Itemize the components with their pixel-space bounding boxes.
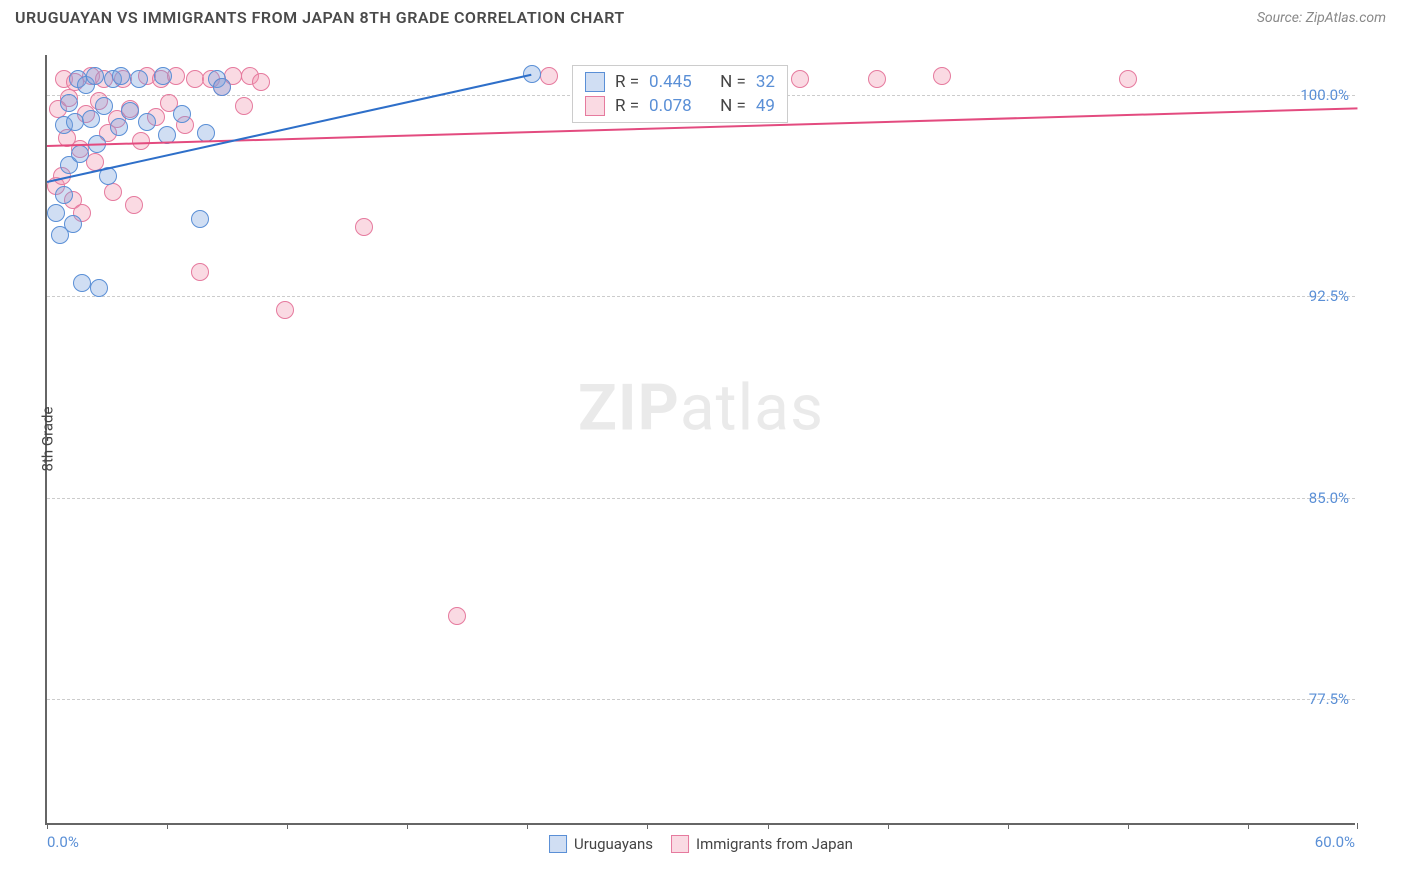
data-point: [47, 204, 65, 222]
header: URUGUAYAN VS IMMIGRANTS FROM JAPAN 8TH G…: [0, 0, 1406, 35]
watermark: ZIPatlas: [578, 371, 824, 446]
data-point: [173, 105, 191, 123]
data-point: [138, 113, 156, 131]
chart-title: URUGUAYAN VS IMMIGRANTS FROM JAPAN 8TH G…: [15, 8, 625, 27]
data-point: [55, 186, 73, 204]
data-point: [355, 218, 373, 236]
x-tick: [1128, 823, 1129, 829]
stats-r-label: R =: [615, 72, 639, 92]
data-point: [95, 97, 113, 115]
data-point: [154, 67, 172, 85]
x-tick: [647, 823, 648, 829]
legend-swatch-icon: [671, 835, 689, 853]
y-tick-label: 85.0%: [1309, 489, 1349, 507]
data-point: [104, 183, 122, 201]
y-tick-label: 77.5%: [1309, 690, 1349, 708]
data-point: [86, 67, 104, 85]
stats-n-value: 32: [756, 72, 775, 92]
data-point: [130, 70, 148, 88]
x-tick: [1248, 823, 1249, 829]
data-point: [540, 67, 558, 85]
data-point: [933, 67, 951, 85]
data-point: [132, 132, 150, 150]
x-tick: [1357, 823, 1358, 829]
data-point: [90, 279, 108, 297]
data-point: [71, 145, 89, 163]
legend-label: Uruguayans: [574, 835, 653, 853]
data-point: [191, 263, 209, 281]
x-tick: [527, 823, 528, 829]
stats-n-value: 49: [756, 96, 775, 116]
gridline: [47, 699, 1355, 700]
stats-r-value: 0.078: [649, 96, 692, 116]
data-point: [121, 102, 139, 120]
data-point: [252, 73, 270, 91]
data-point: [112, 67, 130, 85]
legend-swatch-icon: [585, 96, 605, 116]
x-tick: [888, 823, 889, 829]
stats-box: R = 0.445 N = 32 R = 0.078 N = 49: [572, 65, 788, 123]
source-attribution: Source: ZipAtlas.com: [1257, 10, 1386, 26]
data-point: [73, 274, 91, 292]
y-tick-label: 92.5%: [1309, 287, 1349, 305]
watermark-rest: atlas: [680, 371, 824, 446]
x-tick: [768, 823, 769, 829]
data-point: [868, 70, 886, 88]
data-point: [235, 97, 253, 115]
gridline: [47, 296, 1355, 297]
data-point: [64, 215, 82, 233]
legend-item: Uruguayans: [549, 835, 653, 853]
x-min-label: 0.0%: [47, 833, 79, 851]
legend-swatch-icon: [585, 72, 605, 92]
gridline: [47, 498, 1355, 499]
data-point: [1119, 70, 1137, 88]
stats-n-label: N =: [720, 96, 746, 116]
legend-swatch-icon: [549, 835, 567, 853]
scatter-chart: 8th Grade ZIPatlas 77.5%85.0%92.5%100.0%…: [45, 55, 1355, 825]
stats-r-label: R =: [615, 96, 639, 116]
watermark-bold: ZIP: [578, 371, 680, 446]
data-point: [213, 78, 231, 96]
legend-item: Immigrants from Japan: [671, 835, 853, 853]
data-point: [110, 118, 128, 136]
data-point: [82, 110, 100, 128]
x-tick: [1008, 823, 1009, 829]
x-max-label: 60.0%: [1315, 833, 1355, 851]
x-tick: [47, 823, 48, 829]
stats-row: R = 0.078 N = 49: [585, 96, 775, 116]
stats-row: R = 0.445 N = 32: [585, 72, 775, 92]
x-tick: [287, 823, 288, 829]
x-tick: [167, 823, 168, 829]
data-point: [125, 196, 143, 214]
data-point: [276, 301, 294, 319]
x-tick: [407, 823, 408, 829]
data-point: [448, 607, 466, 625]
legend: Uruguayans Immigrants from Japan: [549, 835, 853, 853]
y-axis-title: 8th Grade: [38, 407, 56, 472]
y-tick-label: 100.0%: [1300, 86, 1349, 104]
data-point: [197, 124, 215, 142]
stats-n-label: N =: [720, 72, 746, 92]
data-point: [791, 70, 809, 88]
legend-label: Immigrants from Japan: [696, 835, 853, 853]
data-point: [191, 210, 209, 228]
data-point: [60, 94, 78, 112]
stats-r-value: 0.445: [649, 72, 692, 92]
